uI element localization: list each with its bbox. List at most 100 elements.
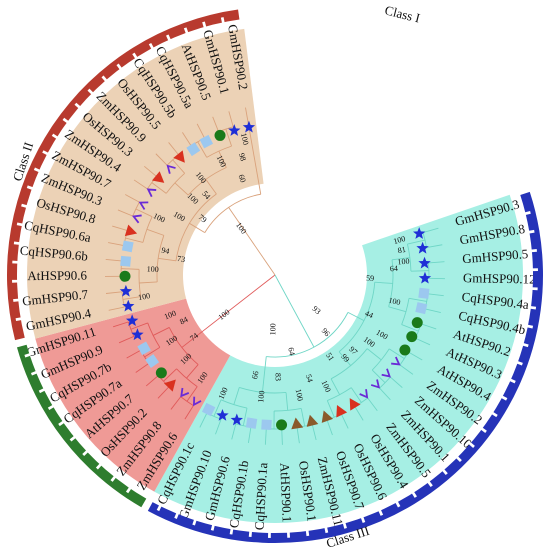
ring-tick <box>509 378 516 384</box>
triangle-red-icon <box>336 404 348 418</box>
tree-branch <box>172 159 185 174</box>
tree-branch <box>327 387 352 401</box>
bootstrap-value: 100 <box>147 265 159 275</box>
tree-branch <box>340 413 349 429</box>
tree-branch <box>371 369 386 384</box>
ring-tick <box>286 531 291 538</box>
tree-branch <box>285 392 289 411</box>
tree-branch <box>296 427 300 444</box>
tree-branch <box>125 237 144 243</box>
tree-branch <box>125 194 140 203</box>
ring-tick <box>116 63 123 70</box>
bootstrap-value: 100 <box>268 323 277 335</box>
tree-branch <box>367 397 378 412</box>
tree-branch <box>225 128 232 147</box>
ring-tick <box>69 435 77 442</box>
ring-tick <box>524 211 531 216</box>
ring-tick <box>47 404 55 410</box>
ring-tick <box>82 449 89 456</box>
bootstrap-value: 96 <box>320 326 332 338</box>
tree-branch <box>186 364 199 379</box>
leaf-label: CqHSP90.6b <box>19 243 88 264</box>
tree-branch <box>326 419 333 436</box>
leaf-label: AtHSP90.6 <box>27 268 87 284</box>
square-icon <box>418 287 430 299</box>
tree-branch <box>196 123 205 139</box>
tree-branch <box>239 387 287 394</box>
check-icon <box>359 389 369 399</box>
check-icon <box>180 387 190 398</box>
tree-branch <box>390 376 403 388</box>
check-icon <box>391 356 401 366</box>
tree-branch <box>206 145 232 158</box>
ring-tick <box>229 528 234 535</box>
tree-branch <box>366 348 382 361</box>
tree-branch <box>266 312 349 358</box>
star-icon <box>125 314 139 326</box>
tree-branch <box>112 225 128 232</box>
triangle-brown-icon <box>321 410 334 423</box>
bootstrap-value: 74 <box>188 331 200 343</box>
leaf-label: GmHSP90.12 <box>463 270 536 287</box>
tree-branch <box>213 399 222 417</box>
tree-branch <box>408 351 423 361</box>
bootstrap-value: 100 <box>319 379 332 394</box>
tree-branch <box>108 306 125 311</box>
tree-branch <box>135 362 150 373</box>
ring-tick <box>516 360 523 366</box>
tree-branch <box>121 268 140 270</box>
tree-branch <box>399 364 414 375</box>
check-icon <box>381 368 391 378</box>
star-icon <box>416 241 429 254</box>
bootstrap-value: 100 <box>217 386 230 401</box>
class-i-sector <box>27 28 264 339</box>
triangle-red-icon <box>124 224 138 237</box>
tree-branch <box>187 167 227 196</box>
tree-branch <box>145 375 159 387</box>
star-icon <box>122 299 135 312</box>
tree-branch <box>300 408 306 427</box>
tree-branch <box>281 428 283 445</box>
leaf-label: GmHSP90.7 <box>21 286 89 308</box>
tree-branch <box>408 297 427 302</box>
bootstrap-value: 84 <box>178 315 189 327</box>
bootstrap-value: 98 <box>237 152 248 162</box>
bootstrap-value: 93 <box>311 304 323 316</box>
tree-branch <box>130 322 148 330</box>
bootstrap-value: 100 <box>138 291 151 302</box>
tree-branch <box>182 132 192 147</box>
tree-branch <box>105 258 122 262</box>
tree-branch <box>374 281 393 284</box>
tree-branch <box>144 165 157 177</box>
bootstrap-value: 66 <box>250 370 260 380</box>
ring-tick <box>58 420 65 427</box>
ring-tick <box>95 463 102 470</box>
tree-branch <box>425 308 441 313</box>
triangle-brown-icon <box>306 414 319 427</box>
tree-branch <box>158 257 177 262</box>
square-icon <box>201 402 216 417</box>
tree-branch <box>379 387 391 401</box>
star-icon <box>131 328 144 341</box>
ring-tick <box>26 185 34 190</box>
bootstrap-value: 64 <box>390 264 398 273</box>
leaf-label: GmHSP90.5 <box>462 246 529 266</box>
ring-tick <box>528 229 535 234</box>
ring-tick <box>324 526 329 534</box>
tree-branch <box>205 179 217 195</box>
ring-tick <box>15 317 22 322</box>
tree-branch <box>415 337 431 346</box>
tree-branch <box>233 387 240 405</box>
tree-branch <box>157 386 170 399</box>
tree-branch <box>117 209 133 217</box>
square-icon <box>199 134 214 149</box>
ring-tick <box>305 529 310 537</box>
ring-tick <box>531 268 538 272</box>
tree-branch <box>146 228 165 236</box>
bootstrap-value: 54 <box>200 189 212 201</box>
bootstrap-value: 51 <box>324 351 336 363</box>
tree-branch <box>242 407 248 426</box>
ring-tick <box>166 34 171 42</box>
bootstrap-value: 100 <box>392 234 406 246</box>
